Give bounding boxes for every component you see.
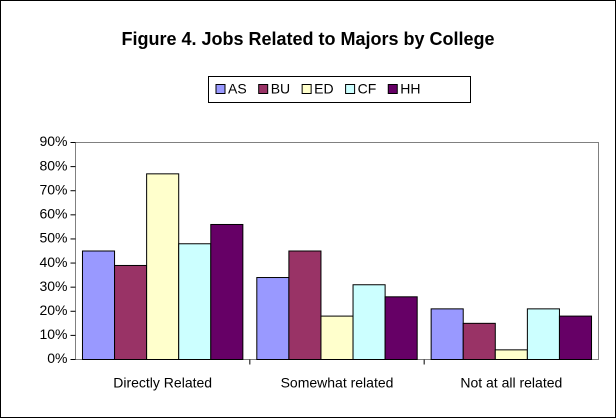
legend-label: BU	[271, 81, 290, 97]
bar	[430, 308, 464, 361]
x-tick-label: Directly Related	[113, 375, 212, 391]
y-tick-label: 10%	[39, 326, 67, 342]
legend-swatch	[345, 84, 356, 94]
x-tick-label: Not at all related	[460, 375, 562, 391]
bar	[256, 277, 290, 360]
bar	[81, 250, 116, 360]
y-tick-label: 50%	[39, 230, 67, 246]
legend-label: CF	[358, 81, 377, 97]
legend-label: HH	[400, 81, 420, 97]
legend-swatch	[301, 84, 312, 94]
legend-swatch	[387, 84, 398, 94]
bar	[526, 308, 560, 361]
legend-label: AS	[228, 81, 247, 97]
legend-swatch	[258, 84, 269, 94]
bar	[352, 284, 386, 360]
y-tick-label: 30%	[39, 278, 67, 294]
bar	[494, 349, 528, 361]
bar	[178, 243, 212, 360]
bar	[320, 315, 354, 361]
legend-label: ED	[314, 81, 333, 97]
y-tick-label: 40%	[39, 254, 67, 270]
bar	[558, 315, 593, 361]
x-tick-label: Somewhat related	[281, 375, 394, 391]
y-tick-label: 0%	[47, 350, 67, 366]
y-tick-label: 80%	[39, 157, 67, 173]
bar	[210, 223, 244, 360]
bar	[288, 250, 322, 360]
bar	[146, 173, 180, 360]
y-tick-label: 90%	[39, 133, 67, 149]
bar	[462, 322, 496, 361]
y-tick-label: 20%	[39, 302, 67, 318]
legend-box	[208, 76, 471, 103]
legend-swatch	[215, 84, 226, 94]
bar	[384, 296, 418, 360]
chart-title: Figure 4. Jobs Related to Majors by Coll…	[121, 29, 494, 49]
bar	[114, 264, 148, 361]
y-tick-label: 60%	[39, 206, 67, 222]
y-tick-label: 70%	[39, 181, 67, 197]
